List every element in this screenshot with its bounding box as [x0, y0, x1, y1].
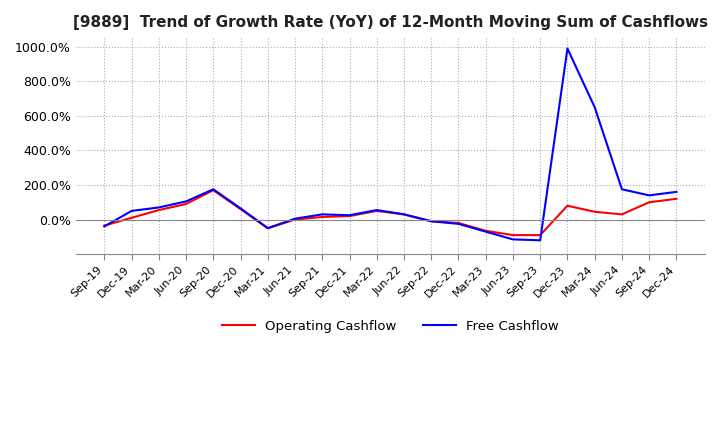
Free Cashflow	[454, 221, 463, 227]
Free Cashflow	[508, 237, 517, 242]
Free Cashflow	[372, 207, 381, 213]
Free Cashflow	[209, 187, 217, 192]
Operating Cashflow	[318, 214, 327, 220]
Free Cashflow	[427, 219, 436, 224]
Operating Cashflow	[264, 226, 272, 231]
Free Cashflow	[181, 199, 190, 204]
Free Cashflow	[345, 213, 354, 218]
Operating Cashflow	[372, 208, 381, 213]
Line: Free Cashflow: Free Cashflow	[104, 48, 676, 240]
Operating Cashflow	[291, 217, 300, 222]
Operating Cashflow	[645, 200, 654, 205]
Free Cashflow	[590, 105, 599, 110]
Free Cashflow	[264, 226, 272, 231]
Operating Cashflow	[209, 187, 217, 193]
Operating Cashflow	[100, 223, 109, 228]
Free Cashflow	[127, 208, 136, 213]
Operating Cashflow	[536, 232, 544, 238]
Free Cashflow	[618, 187, 626, 192]
Operating Cashflow	[400, 212, 408, 217]
Free Cashflow	[318, 212, 327, 217]
Operating Cashflow	[127, 215, 136, 220]
Free Cashflow	[536, 238, 544, 243]
Free Cashflow	[236, 205, 245, 211]
Operating Cashflow	[590, 209, 599, 214]
Free Cashflow	[100, 224, 109, 229]
Operating Cashflow	[454, 220, 463, 226]
Operating Cashflow	[427, 219, 436, 224]
Free Cashflow	[645, 193, 654, 198]
Free Cashflow	[155, 205, 163, 210]
Legend: Operating Cashflow, Free Cashflow: Operating Cashflow, Free Cashflow	[216, 315, 564, 338]
Operating Cashflow	[236, 206, 245, 212]
Operating Cashflow	[563, 203, 572, 209]
Operating Cashflow	[508, 232, 517, 238]
Free Cashflow	[400, 212, 408, 217]
Free Cashflow	[291, 216, 300, 221]
Operating Cashflow	[181, 202, 190, 207]
Free Cashflow	[482, 229, 490, 234]
Line: Operating Cashflow: Operating Cashflow	[104, 190, 676, 235]
Operating Cashflow	[155, 207, 163, 213]
Title: [9889]  Trend of Growth Rate (YoY) of 12-Month Moving Sum of Cashflows: [9889] Trend of Growth Rate (YoY) of 12-…	[73, 15, 708, 30]
Operating Cashflow	[618, 212, 626, 217]
Free Cashflow	[563, 46, 572, 51]
Free Cashflow	[672, 189, 680, 194]
Operating Cashflow	[672, 196, 680, 202]
Operating Cashflow	[345, 213, 354, 219]
Operating Cashflow	[482, 228, 490, 233]
